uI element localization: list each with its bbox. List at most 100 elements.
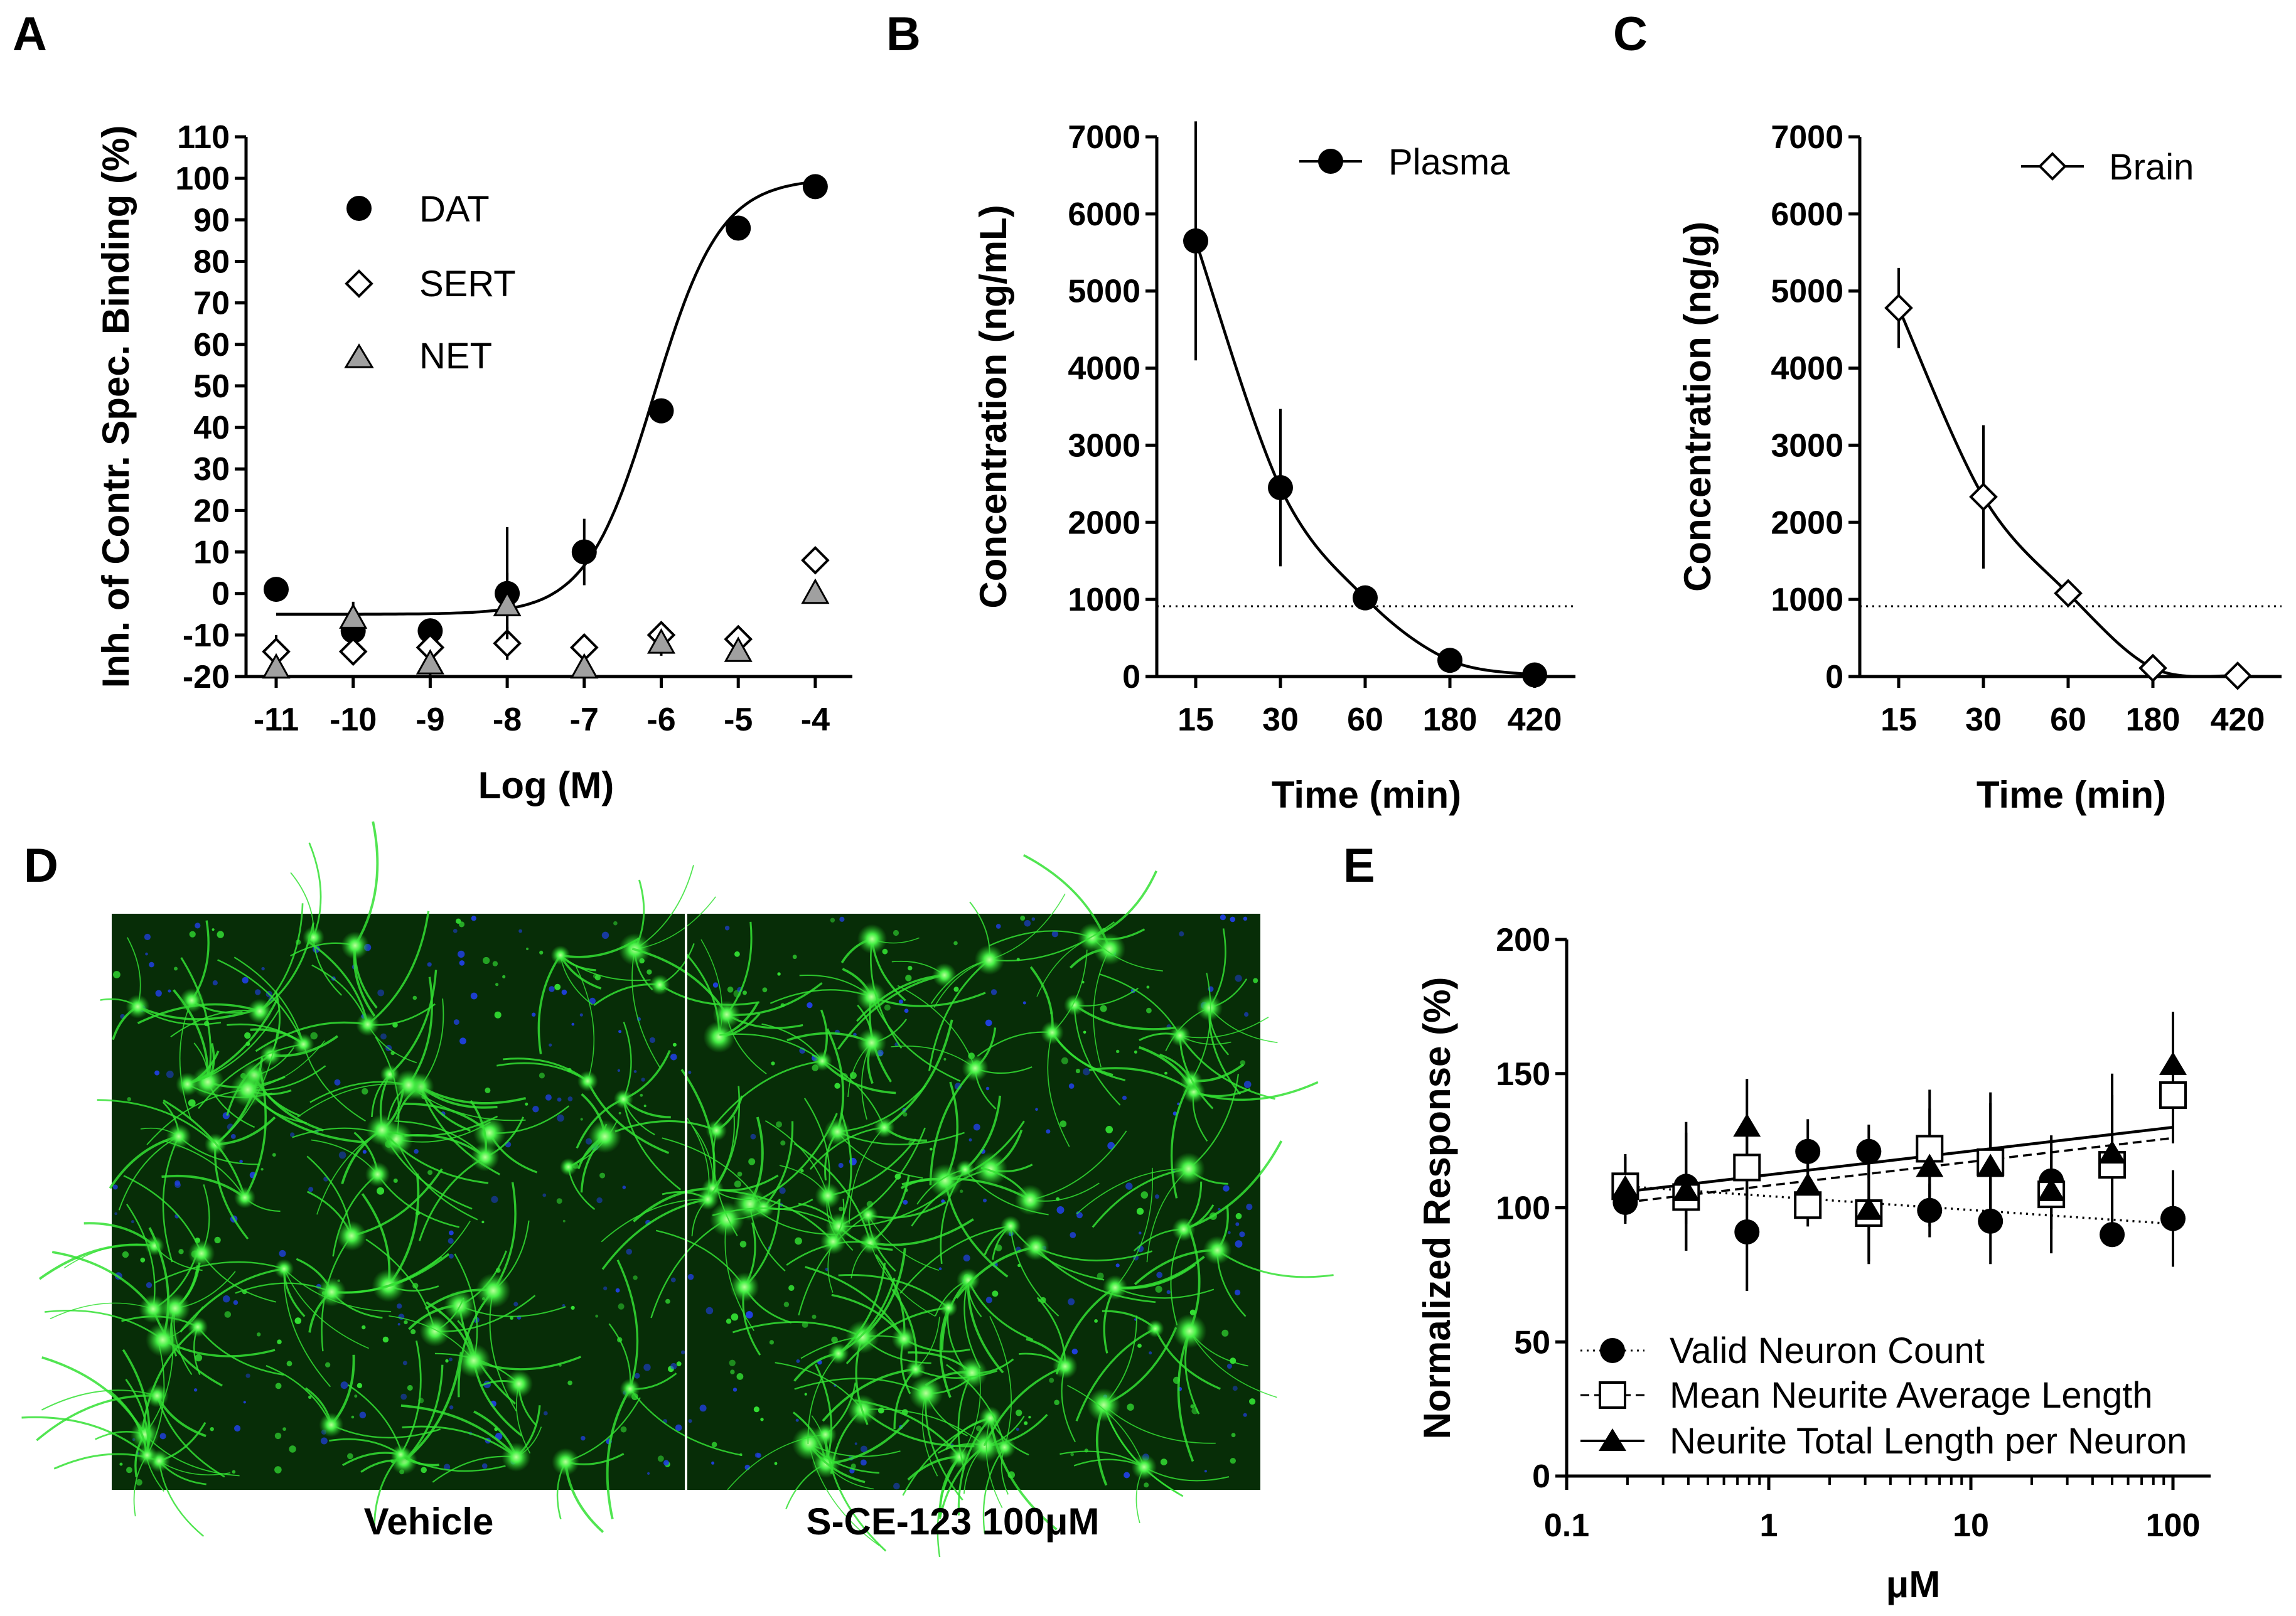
neurite	[719, 1189, 834, 1243]
neurite	[400, 1453, 506, 1472]
background-dot	[532, 1012, 536, 1017]
point-sert	[338, 637, 368, 666]
neuron-soma	[1172, 1152, 1205, 1185]
background-dot	[449, 1357, 453, 1362]
background-dot	[310, 1032, 318, 1040]
neurite	[179, 1000, 193, 1121]
background-dot	[736, 1373, 744, 1380]
neurite	[798, 1214, 869, 1316]
neurite	[1170, 1080, 1193, 1199]
background-dot	[737, 1172, 743, 1177]
background-dot	[377, 1187, 385, 1195]
background-dot	[448, 1238, 454, 1244]
x-tick-label: -11	[254, 702, 299, 738]
legend-neurite-avg-label: Mean Neurite Average Length	[1670, 1375, 2153, 1416]
background-dot	[739, 1453, 743, 1456]
x-tick-label: 15	[1178, 702, 1214, 738]
neurite	[1075, 1327, 1156, 1421]
legend-dat-marker	[346, 196, 372, 221]
background-dot	[494, 1011, 502, 1019]
background-dot	[234, 1425, 241, 1432]
background-dot	[734, 951, 740, 957]
background-dot	[272, 1153, 276, 1157]
panel-b-data-marks	[1183, 121, 1547, 688]
background-dot	[1240, 1060, 1246, 1066]
background-dot	[1179, 931, 1184, 937]
neuron-soma	[823, 1118, 851, 1145]
background-dot	[1105, 1126, 1113, 1133]
background-dot	[647, 1472, 650, 1475]
y-tick-label: 70	[193, 286, 230, 322]
background-dot	[1154, 1194, 1159, 1199]
neurite	[883, 1019, 953, 1129]
background-dot	[393, 1178, 398, 1183]
legend-brain-label: Brain	[2109, 147, 2194, 188]
neuron-soma	[649, 974, 670, 995]
background-dot	[217, 931, 224, 938]
background-dot	[1083, 1068, 1090, 1076]
panel-c-label: C	[1613, 8, 1648, 61]
background-dot	[168, 989, 171, 993]
background-dot	[1049, 1378, 1054, 1383]
neuron-soma	[341, 931, 369, 960]
y-tick-label: -20	[183, 659, 230, 695]
background-dot	[458, 950, 465, 958]
background-dot	[795, 1418, 799, 1422]
background-dot	[812, 1314, 817, 1319]
panel-e-y-axis-title: Normalized Response (%)	[1416, 977, 1458, 1440]
background-dot	[1231, 1433, 1236, 1438]
y-tick-label: 5000	[1068, 274, 1140, 310]
background-dot	[397, 1323, 400, 1326]
point-series-2	[1733, 1153, 1761, 1182]
background-dot	[670, 1362, 677, 1370]
background-dot	[750, 1133, 756, 1140]
point-series-3	[2098, 1140, 2127, 1164]
background-dot	[539, 950, 544, 955]
background-dot	[127, 1097, 131, 1101]
neurite	[141, 1326, 199, 1430]
neurite	[727, 1434, 826, 1490]
background-dot	[675, 1424, 682, 1431]
background-dot	[699, 1405, 707, 1412]
background-dot	[362, 1325, 366, 1330]
neuron-soma	[166, 1124, 191, 1149]
background-dot	[1125, 1182, 1133, 1190]
neuron-soma	[812, 1051, 832, 1071]
panel-e-legend: Valid Neuron Count Mean Neurite Average …	[1580, 1330, 2187, 1462]
background-dot	[930, 1147, 933, 1151]
background-dot	[351, 1415, 355, 1419]
y-tick-label: 6000	[1068, 196, 1140, 233]
point-net	[801, 578, 830, 604]
background-dot	[282, 1427, 286, 1431]
background-dot	[796, 1359, 800, 1363]
x-tick-label: 180	[2126, 702, 2181, 738]
neurite	[1010, 1226, 1059, 1317]
background-dot	[491, 1196, 498, 1203]
x-tick-label: -7	[570, 702, 599, 738]
background-dot	[1190, 1404, 1195, 1409]
panel-c-axes	[1858, 137, 2282, 678]
background-dot	[1070, 1452, 1074, 1457]
neurite	[712, 1207, 839, 1228]
point-brain	[2138, 653, 2167, 683]
background-dot	[800, 1169, 804, 1173]
neurite	[214, 1144, 249, 1240]
background-dot	[412, 995, 417, 1000]
background-dot	[727, 987, 734, 993]
point-series-3	[1672, 1177, 1700, 1201]
neurite	[849, 1126, 885, 1224]
background-dot	[903, 1112, 908, 1117]
background-dot	[1051, 931, 1059, 938]
neurite	[1035, 1246, 1152, 1261]
neurite	[537, 955, 562, 1054]
neuron-soma	[1063, 994, 1085, 1016]
point-dat	[648, 398, 674, 424]
x-tick-label: 60	[1347, 702, 1383, 738]
neuron-soma	[233, 1187, 256, 1209]
neurite	[137, 1005, 262, 1020]
background-dot	[212, 928, 215, 931]
background-dot	[539, 1073, 545, 1079]
neuron-soma	[577, 1071, 598, 1092]
background-dot	[963, 1255, 970, 1262]
